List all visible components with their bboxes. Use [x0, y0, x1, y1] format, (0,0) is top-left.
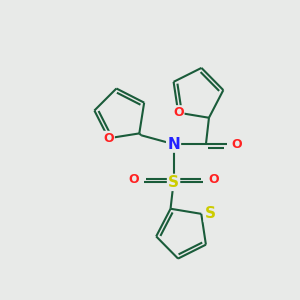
Text: N: N: [167, 136, 180, 152]
Text: S: S: [205, 206, 216, 221]
Text: O: O: [103, 132, 114, 145]
Text: O: O: [232, 138, 242, 151]
Text: O: O: [208, 173, 219, 186]
Text: S: S: [168, 175, 179, 190]
Text: O: O: [128, 173, 139, 186]
Text: O: O: [173, 106, 184, 119]
